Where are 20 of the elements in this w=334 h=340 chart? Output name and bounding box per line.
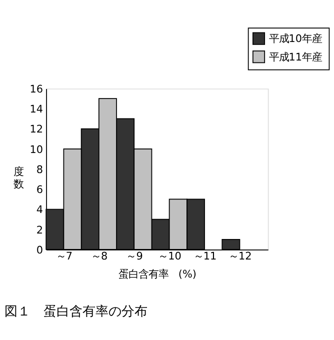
x-tick-label: ～7 xyxy=(56,250,72,262)
legend-label: 平成10年産 xyxy=(268,33,322,46)
legend-label: 平成11年産 xyxy=(268,51,322,64)
y-tick-label: 10 xyxy=(30,144,44,156)
y-tick-label: 4 xyxy=(36,204,44,216)
y-tick-label: 16 xyxy=(30,83,44,96)
x-tick-label: ～12 xyxy=(228,250,252,262)
y-tick-label: 12 xyxy=(30,124,44,136)
y-tick-label: 6 xyxy=(36,184,44,196)
x-tick-label: ～10 xyxy=(158,250,182,262)
x-tick-label: ～11 xyxy=(193,250,217,262)
y-tick-label: 0 xyxy=(36,244,44,256)
text: 図１ 蛋白含有率の分布 xyxy=(4,304,148,320)
x-tick-label: ～9 xyxy=(126,250,143,262)
x-tick-label: ～8 xyxy=(91,250,108,262)
y-tick-label: 8 xyxy=(36,164,44,176)
x-axis-title: 蛋白含有率 (%) xyxy=(118,268,196,281)
y-tick-label: 14 xyxy=(30,104,44,116)
y-axis-title: 度数 xyxy=(14,166,24,190)
y-tick-label: 2 xyxy=(36,224,44,236)
